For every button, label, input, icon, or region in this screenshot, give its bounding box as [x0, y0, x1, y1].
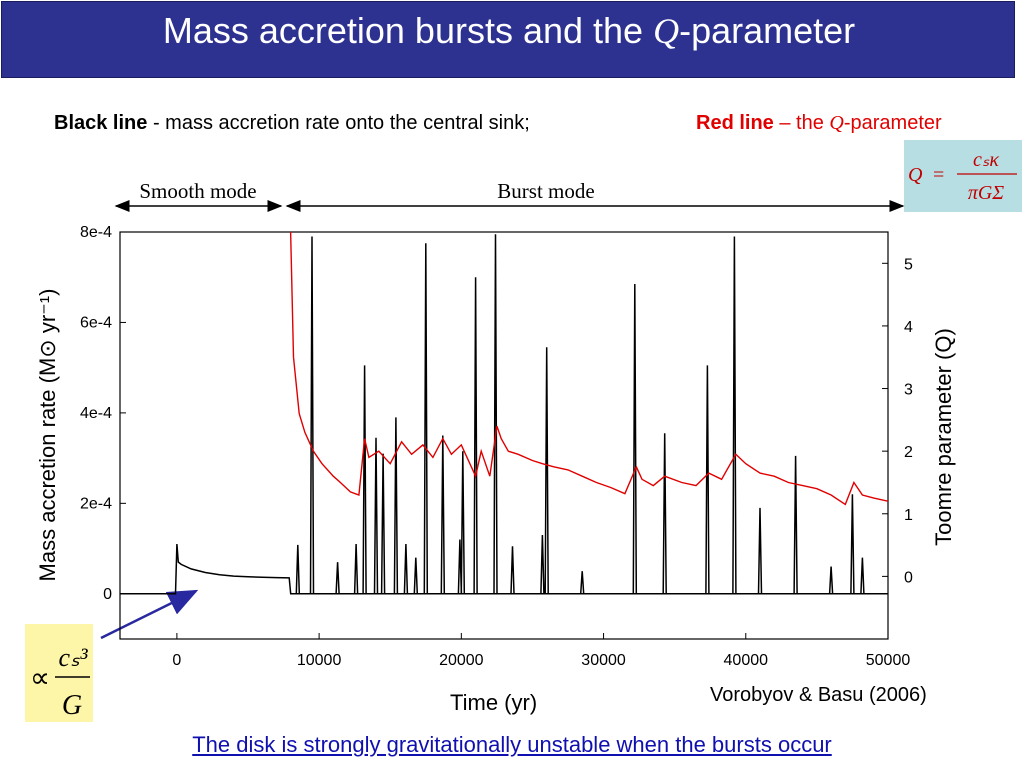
accretion-burst-spike [860, 557, 865, 594]
credit-text: Vorobyov & Basu (2006) [710, 684, 927, 706]
legend-red-q: Q [829, 112, 844, 134]
y-left-tick-label: 2e-4 [80, 495, 112, 512]
accretion-burst-spike [510, 546, 515, 594]
accretion-burst-spike [493, 234, 498, 594]
y-left-tick-label: 8e-4 [80, 224, 112, 241]
title-bar: Mass accretion bursts and the Q-paramete… [1, 1, 1015, 78]
pointer-arrow [100, 589, 199, 640]
title-q-symbol: Q [653, 11, 680, 51]
accretion-burst-spike [793, 455, 798, 594]
accretion-burst-spike [705, 365, 710, 594]
accretion-burst-spike [662, 433, 667, 594]
legend-black-line: Black line - mass accretion rate onto th… [54, 112, 530, 135]
burst-mode-label: Burst mode [497, 179, 594, 203]
x-tick-label: 50000 [866, 652, 911, 669]
x-tick-label: 0 [172, 652, 181, 669]
accretion-burst-spike [309, 236, 315, 594]
accretion-burst-spike [544, 347, 549, 594]
accretion-burst-spike [828, 566, 834, 594]
toomre-q-line [289, 232, 888, 506]
proportionality-box [25, 624, 93, 722]
accretion-burst-spike [380, 453, 386, 594]
plot-frame [119, 231, 889, 640]
accretion-burst-spike [579, 571, 585, 594]
formula-lhs: Q [908, 164, 923, 186]
y-left-tick-label: 0 [103, 586, 112, 603]
legend-red-label: Red line [696, 112, 774, 134]
title-suffix: -parameter [679, 10, 856, 51]
smooth-mode-label: Smooth mode [139, 179, 256, 203]
y-right-tick-label: 2 [904, 444, 913, 461]
x-tick-label: 40000 [724, 652, 769, 669]
title-prefix: Mass accretion bursts and the [162, 10, 654, 51]
accretion-burst-spike [850, 494, 855, 594]
accretion-burst-spike [757, 507, 763, 594]
accretion-burst-spike [440, 435, 446, 594]
y-right-axis-label: Toomre parameter (Q) [931, 328, 956, 546]
toomre-formula-box [904, 140, 1022, 212]
legend-red-line: Red line – the Q-parameter [696, 112, 942, 135]
accretion-burst-spike [373, 437, 379, 594]
x-tick-label: 30000 [581, 652, 626, 669]
accretion-burst-spike [353, 543, 359, 594]
accretion-burst-spike [403, 543, 409, 594]
accretion-burst-spike [393, 417, 399, 594]
accretion-rate-line [120, 543, 888, 595]
legend-red-suffix: -parameter [843, 112, 942, 134]
accretion-burst-spike [473, 277, 478, 594]
formula-eq: = [933, 164, 944, 186]
y-right-tick-label: 1 [904, 507, 913, 524]
y-left-tick-label: 6e-4 [80, 314, 112, 331]
accretion-burst-spike [632, 283, 638, 594]
proportional-numerator: cₛ³ [58, 643, 88, 672]
formula-numerator: cₛκ [973, 149, 999, 171]
accretion-burst-spike [732, 236, 737, 594]
legend-black-label: Black line [54, 112, 148, 134]
legend-black-desc: - mass accretion rate onto the central s… [147, 112, 530, 134]
proportional-symbol: ∝ [30, 663, 50, 694]
y-left-axis-label: Mass accretion rate (M⊙ yr⁻¹) [35, 289, 60, 582]
proportional-denominator: G [62, 690, 82, 721]
y-right-tick-label: 3 [904, 382, 913, 399]
legend-red-desc: – the [773, 112, 830, 134]
y-right-tick-label: 4 [904, 319, 913, 336]
formula-denominator: πGΣ [968, 182, 1004, 204]
accretion-burst-spike [335, 562, 340, 594]
x-tick-label: 20000 [439, 652, 484, 669]
y-right-tick-label: 5 [904, 256, 913, 273]
accretion-burst-spike [540, 534, 545, 594]
footer-statement-link[interactable]: The disk is strongly gravitationally uns… [192, 732, 832, 757]
accretion-burst-spike [362, 365, 367, 594]
accretion-burst-spike [460, 451, 466, 594]
y-left-tick-label: 4e-4 [80, 405, 112, 422]
x-tick-label: 10000 [297, 652, 342, 669]
x-axis-label: Time (yr) [450, 690, 538, 715]
accretion-burst-spike [295, 544, 301, 594]
accretion-burst-spike [423, 243, 429, 594]
accretion-burst-spike [413, 557, 419, 594]
slide-title: Mass accretion bursts and the Q-paramete… [2, 10, 1016, 52]
y-right-tick-label: 0 [904, 569, 913, 586]
